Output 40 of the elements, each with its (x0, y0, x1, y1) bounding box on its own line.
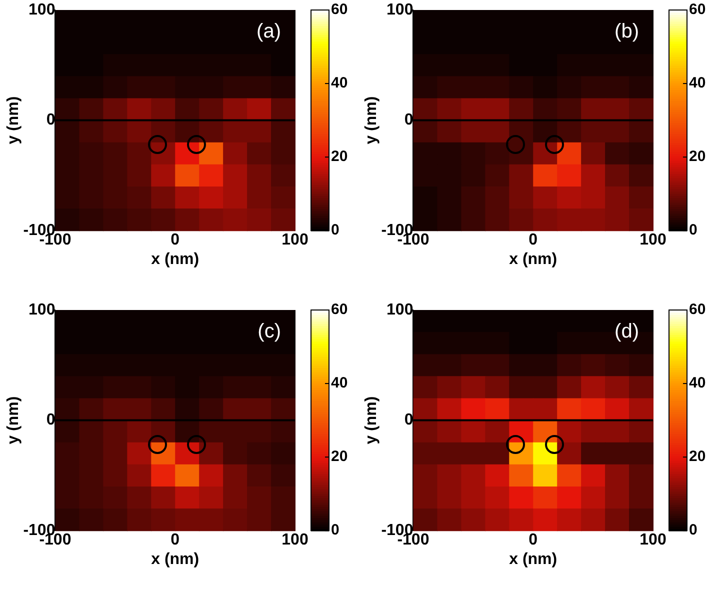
color-bar-label: 40 (331, 74, 348, 92)
color-bar-label: 40 (689, 374, 706, 392)
y-tick-label: 100 (386, 1, 414, 18)
color-bar-label: 20 (331, 148, 348, 166)
annotation: (a) (256, 20, 281, 43)
x-tick-label: 100 (282, 532, 308, 549)
x-axis-title: x (nm) (509, 250, 558, 268)
color-bar-label: 20 (689, 148, 706, 166)
y-tick-label: 0 (404, 412, 414, 429)
y-axis-title: y (nm) (5, 96, 22, 144)
y-axis-title: y (nm) (363, 396, 380, 444)
y-axis-title: y (nm) (363, 96, 380, 144)
color-bar-label: 60 (331, 1, 348, 18)
y-axis-title: y (nm) (5, 396, 22, 444)
x-tick-label: 0 (170, 232, 180, 249)
color-bar-label: 40 (689, 74, 706, 92)
annotation: (c) (258, 320, 281, 343)
x-tick-label: 0 (528, 532, 538, 549)
annotation: (b) (614, 20, 639, 43)
x-tick-label: 0 (528, 232, 538, 249)
y-tick-label: 100 (28, 301, 56, 318)
color-bar-label: 20 (689, 448, 706, 466)
x-tick-label: 100 (640, 532, 666, 549)
color-bar-label: 40 (331, 374, 348, 392)
y-tick-label: 0 (404, 112, 414, 129)
y-tick-label: 0 (46, 412, 56, 429)
y-tick-label: 100 (386, 301, 414, 318)
color-bar-label: 60 (689, 301, 706, 318)
x-axis-title: x (nm) (151, 550, 200, 568)
x-axis-title: x (nm) (151, 250, 200, 268)
x-axis-title: x (nm) (509, 550, 558, 568)
color-bar-label: 60 (689, 1, 706, 18)
x-tick-label: 100 (282, 232, 308, 249)
x-tick-label: 100 (640, 232, 666, 249)
y-tick-label: 0 (46, 112, 56, 129)
color-bar-label: 60 (331, 301, 348, 318)
color-bar-label: 20 (331, 448, 348, 466)
x-tick-label: 0 (170, 532, 180, 549)
annotation: (d) (614, 320, 639, 343)
y-tick-label: 100 (28, 1, 56, 18)
